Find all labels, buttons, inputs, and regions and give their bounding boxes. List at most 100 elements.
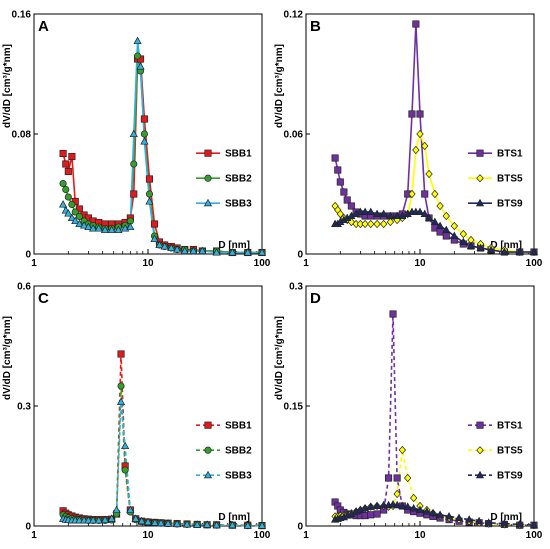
- data-point-sbb2: [64, 193, 72, 201]
- data-point-bts1: [412, 20, 420, 28]
- legend-label-bts5: BTS5: [497, 446, 523, 457]
- y-axis-label: dV/dD [cm³/g*nm]: [274, 44, 285, 128]
- data-point-sbb3: [94, 515, 103, 524]
- data-point-bts9: [415, 207, 425, 216]
- data-point-sbb2: [68, 200, 76, 209]
- y-tick-label: 0.15: [284, 402, 304, 413]
- data-point-bts9: [361, 503, 370, 512]
- data-point-bts9: [442, 225, 451, 234]
- data-point-bts1: [331, 154, 339, 162]
- legend-marker-bts9: [475, 470, 485, 479]
- data-point-sbb3: [156, 518, 166, 527]
- legend-label-sbb1: SBB1: [225, 421, 252, 432]
- data-point-bts9: [476, 243, 485, 252]
- data-point-sbb3: [228, 248, 237, 256]
- data-point-sbb3: [116, 397, 126, 406]
- data-point-sbb1: [62, 160, 70, 168]
- legend-label-sbb1: SBB1: [225, 149, 252, 160]
- data-point-sbb2: [140, 130, 148, 138]
- data-point-bts5: [386, 217, 395, 227]
- data-point-bts1: [347, 202, 355, 210]
- data-point-sbb3: [212, 520, 221, 529]
- data-point-bts9: [422, 507, 432, 515]
- data-point-sbb3: [84, 222, 93, 231]
- data-point-bts9: [500, 519, 509, 527]
- plot-frame: [305, 285, 535, 527]
- data-point-bts5: [361, 219, 369, 229]
- data-point-sbb3: [75, 219, 84, 228]
- data-point-sbb3: [100, 515, 110, 524]
- data-point-bts9: [372, 209, 382, 218]
- data-point-bts1: [416, 110, 424, 118]
- data-point-bts9: [459, 237, 468, 246]
- data-point-sbb3: [107, 514, 116, 522]
- panel-d: 1 10 100 0 0.15 0.3 dV/dD [cm³/g*nm] D [nm] D BTS…: [274, 282, 543, 542]
- x-tick-label: 100: [254, 258, 271, 269]
- data-point-sbb3: [67, 213, 76, 222]
- data-point-bts5: [393, 489, 401, 499]
- data-point-bts9: [484, 518, 493, 526]
- legend-label-sbb2: SBB2: [225, 174, 252, 185]
- data-point-bts9: [424, 213, 434, 222]
- x-axis-label: D [nm]: [490, 512, 522, 523]
- data-point-bts1: [340, 188, 348, 196]
- data-point-bts9: [398, 501, 407, 510]
- data-point-sbb2: [117, 382, 125, 390]
- data-point-sbb3: [155, 240, 164, 249]
- data-point-sbb3: [71, 216, 80, 225]
- legend-label-sbb3: SBB3: [225, 471, 252, 482]
- data-point-bts5: [398, 445, 407, 455]
- data-point-sbb3: [182, 519, 192, 528]
- data-point-bts9: [529, 247, 539, 256]
- x-tick-label: 1: [303, 530, 309, 541]
- data-point-bts9: [393, 211, 402, 220]
- data-point-sbb2: [62, 185, 70, 194]
- legend-marker-bts9: [475, 198, 485, 207]
- data-point-bts9: [403, 502, 412, 510]
- data-point-bts1: [393, 474, 401, 482]
- x-tick-label: 10: [142, 258, 154, 269]
- data-point-bts1: [385, 474, 393, 482]
- legend-label-sbb2: SBB2: [225, 446, 252, 457]
- legend-marker-sbb3: [203, 198, 213, 207]
- data-point-bts5: [410, 493, 418, 503]
- y-axis-label: dV/dD [cm³/g*nm]: [2, 44, 13, 128]
- data-point-sbb2: [59, 179, 67, 188]
- panel-label: D: [310, 290, 321, 307]
- legend-marker-sbb2: [204, 174, 212, 182]
- data-point-sbb3: [145, 197, 154, 205]
- data-point-sbb3: [89, 515, 98, 524]
- data-point-bts9: [372, 501, 382, 510]
- data-point-bts9: [361, 207, 370, 216]
- data-point-bts1: [408, 110, 416, 118]
- data-point-sbb3: [136, 62, 145, 70]
- y-tick-label: 0.16: [12, 10, 32, 21]
- data-point-bts9: [445, 511, 454, 520]
- y-tick-label: 0: [25, 522, 31, 533]
- legend-label-bts9: BTS9: [497, 199, 523, 210]
- data-point-bts1: [436, 228, 444, 236]
- data-point-sbb3: [64, 209, 73, 217]
- data-point-bts9: [393, 500, 402, 509]
- data-point-bts9: [466, 241, 476, 250]
- data-point-bts9: [366, 502, 375, 510]
- data-point-sbb3: [160, 242, 169, 250]
- data-point-bts1: [373, 510, 381, 518]
- data-point-bts5: [367, 219, 375, 229]
- data-point-sbb3: [163, 519, 173, 527]
- legend-marker-bts1: [476, 149, 484, 157]
- data-point-bts5: [450, 221, 458, 231]
- data-point-bts5: [421, 141, 429, 151]
- data-point-sbb3: [121, 441, 130, 450]
- data-point-sbb3: [257, 248, 267, 256]
- data-point-sbb3: [137, 516, 146, 525]
- x-tick-label: 100: [254, 530, 271, 541]
- data-point-sbb3: [173, 245, 182, 253]
- data-point-bts9: [430, 217, 439, 226]
- data-point-sbb3: [133, 36, 142, 45]
- x-tick-label: 1: [31, 258, 37, 269]
- data-point-sbb3: [79, 221, 89, 229]
- data-point-sbb3: [189, 246, 198, 255]
- x-axis-label: D [nm]: [490, 240, 522, 251]
- data-point-sbb3: [180, 246, 189, 255]
